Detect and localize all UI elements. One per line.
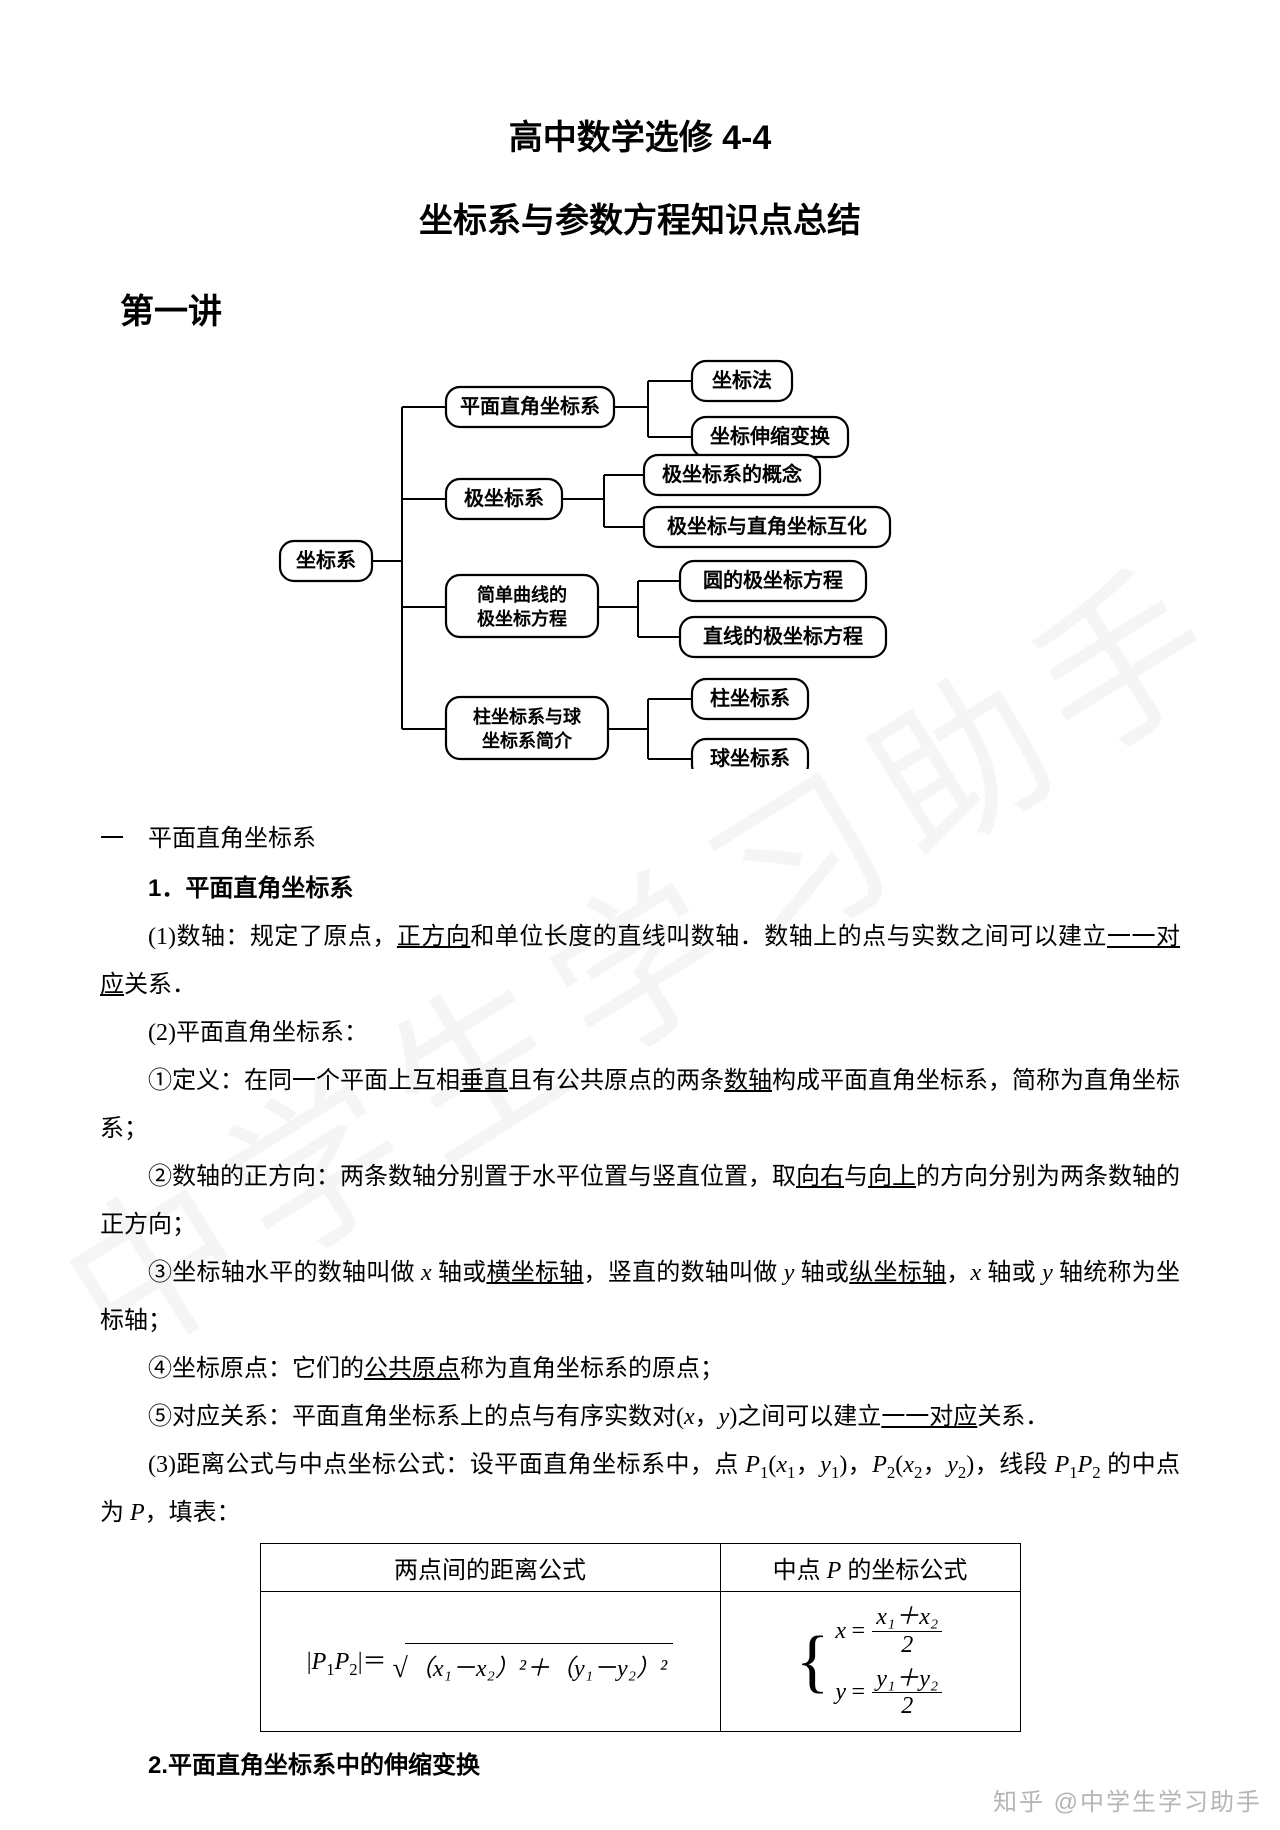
tree-b3-l1: 圆的极坐标方程 (703, 568, 843, 592)
tree-b4-l1: 柱坐标系 (710, 686, 790, 710)
tree-svg: 坐标系 平面直角坐标系 坐标法 坐标伸缩变换 极坐标系 (260, 359, 1020, 769)
heading-1: 1．平面直角坐标系 (148, 865, 1180, 913)
distance-formula-cell: |P1P2|＝ √ （x₁－x₂）²＋（y₁－y₂）² (260, 1592, 720, 1732)
def-3: ③坐标轴水平的数轴叫做 x 轴或横坐标轴，竖直的数轴叫做 y 轴或纵坐标轴，x … (100, 1249, 1180, 1345)
document-page: 高中数学选修 4-4 坐标系与参数方程知识点总结 第一讲 坐标系 平面直角坐标系… (0, 0, 1280, 1830)
th-distance: 两点间的距离公式 (260, 1544, 720, 1592)
table-header-row: 两点间的距离公式 中点 P 的坐标公式 (260, 1544, 1020, 1592)
tree-b1-l1: 坐标法 (712, 368, 772, 392)
tree-b2-l2: 极坐标与直角坐标互化 (667, 514, 867, 538)
tree-b3-l1b: 极坐标方程 (477, 608, 567, 629)
title-line-1: 高中数学选修 4-4 (100, 110, 1180, 159)
def-1: ①定义：在同一个平面上互相垂直且有公共原点的两条数轴构成平面直角坐标系，简称为直… (100, 1057, 1180, 1153)
def-2: ②数轴的正方向：两条数轴分别置于水平位置与竖直位置，取向右与向上的方向分别为两条… (100, 1153, 1180, 1249)
tree-b4-l1a: 柱坐标系与球 (473, 706, 582, 727)
tree-b4-l2: 球坐标系 (710, 747, 790, 769)
tree-b1: 平面直角坐标系 (460, 394, 600, 418)
para-1: (1)数轴：规定了原点，正方向和单位长度的直线叫数轴．数轴上的点与实数之间可以建… (100, 913, 1180, 1009)
tree-b2-l1: 极坐标系的概念 (662, 462, 802, 486)
tree-b2: 极坐标系 (464, 486, 544, 510)
section-1-label: 一 平面直角坐标系 (100, 815, 1180, 863)
tree-root: 坐标系 (296, 549, 356, 572)
footer-attribution: 知乎 @中学生学习助手 (993, 1782, 1262, 1817)
midpoint-formula-cell: { x= x₁＋x₂2 y= y₁＋y₂2 (720, 1592, 1020, 1732)
formula-table: 两点间的距离公式 中点 P 的坐标公式 |P1P2|＝ √ （x₁－x₂）²＋（… (260, 1543, 1021, 1732)
concept-tree-diagram: 坐标系 平面直角坐标系 坐标法 坐标伸缩变换 极坐标系 (100, 359, 1180, 769)
table-row: |P1P2|＝ √ （x₁－x₂）²＋（y₁－y₂）² { x= x₁＋x₂2 … (260, 1592, 1020, 1732)
tree-b4-l1b: 坐标系简介 (482, 730, 573, 751)
tree-b1-l2: 坐标伸缩变换 (710, 424, 831, 448)
para-3: (3)距离公式与中点坐标公式：设平面直角坐标系中，点 P1(x1，y1)，P2(… (100, 1441, 1180, 1537)
lecture-heading: 第一讲 (120, 284, 1180, 333)
def-5: ⑤对应关系：平面直角坐标系上的点与有序实数对(x，y)之间可以建立一一对应关系． (100, 1393, 1180, 1441)
title-line-2: 坐标系与参数方程知识点总结 (100, 193, 1180, 242)
def-4: ④坐标原点：它们的公共原点称为直角坐标系的原点； (100, 1345, 1180, 1393)
para-2: (2)平面直角坐标系： (100, 1009, 1180, 1057)
tree-b3-l1a: 简单曲线的 (477, 584, 567, 605)
tree-b3-l2: 直线的极坐标方程 (703, 624, 863, 648)
th-midpoint: 中点 P 的坐标公式 (720, 1544, 1020, 1592)
